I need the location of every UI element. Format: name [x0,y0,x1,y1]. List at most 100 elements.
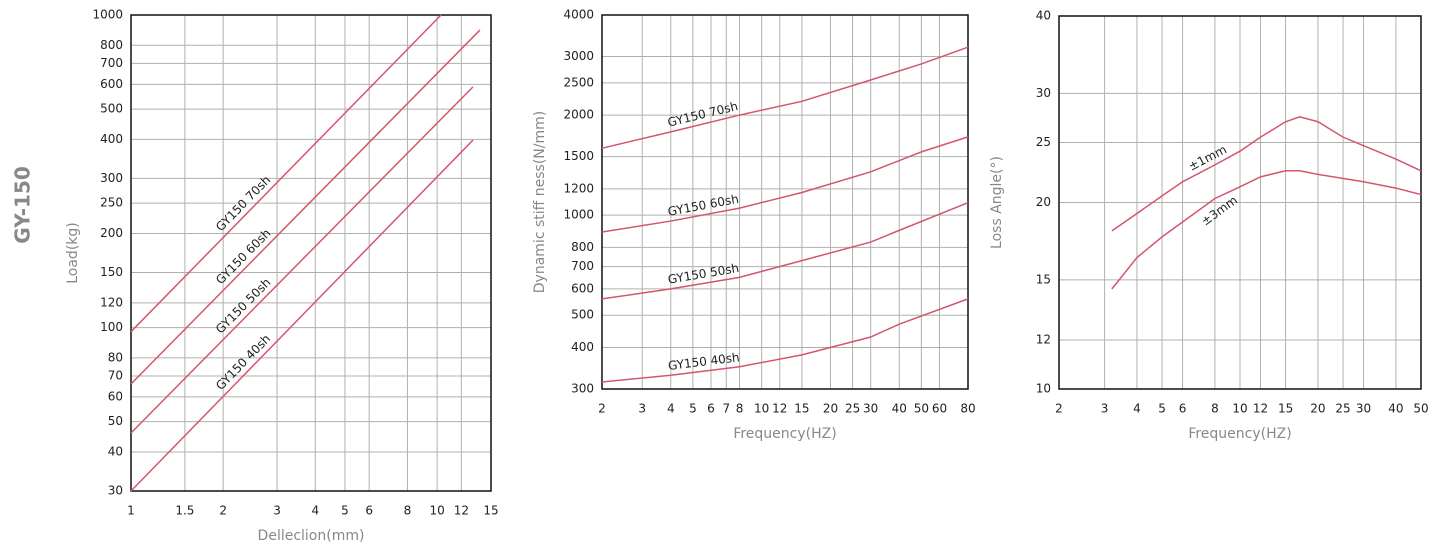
x-tick-label: 4 [667,402,675,416]
x-axis-title: Delleclion(mm) [258,528,365,544]
y-tick-label: 300 [100,171,123,185]
x-tick-label: 30 [1356,402,1371,416]
x-tick-label: 5 [1158,402,1166,416]
x-tick-label: 1 [127,504,135,518]
x-axis-title: Frequency(HZ) [1188,426,1291,442]
x-tick-label: 80 [960,402,975,416]
plot-frame [601,14,969,390]
y-axis-title: Dynamic stiff ness(N/mm) [532,111,548,293]
x-tick-label: 8 [1211,402,1219,416]
x-tick-label: 25 [1335,402,1350,416]
y-axis-title: Load(kg) [65,222,81,284]
line [601,46,969,149]
x-tick-label: 6 [365,504,373,518]
x-tick-label: 2 [1055,402,1063,416]
x-axis-title: Frequency(HZ) [733,426,836,442]
y-tick-label: 60 [108,389,123,403]
y-tick-label: 600 [571,281,594,295]
y-tick-label: 100 [100,320,123,334]
y-tick-label: 500 [571,308,594,322]
line [130,86,474,434]
x-tick-label: 20 [823,402,838,416]
x-tick-label: 6 [1179,402,1187,416]
x-tick-label: 10 [1232,402,1247,416]
x-tick-label: 6 [707,402,715,416]
x-tick-label: 2 [219,504,227,518]
line [130,14,442,333]
y-tick-label: 2000 [563,108,594,122]
line [601,202,969,300]
y-tick-label: 600 [100,77,123,91]
line [130,139,474,492]
y-tick-label: 30 [108,484,123,498]
series-label: ±3mm [1199,193,1240,228]
y-tick-label: 800 [571,240,594,254]
x-tick-label: 2 [598,402,606,416]
line [130,29,481,385]
x-tick-label: 3 [1101,402,1109,416]
x-tick-label: 40 [892,402,907,416]
x-tick-label: 12 [772,402,787,416]
x-tick-label: 15 [794,402,809,416]
y-tick-label: 2500 [563,75,594,89]
y-tick-label: 700 [100,56,123,70]
y-tick-label: 50 [108,414,123,428]
y-tick-label: 500 [100,102,123,116]
y-tick-label: 1000 [92,8,123,22]
y-tick-label: 12 [1036,332,1051,346]
y-tick-label: 200 [100,226,123,240]
y-tick-label: 1000 [563,208,594,222]
x-tick-label: 1.5 [175,504,194,518]
y-tick-label: 80 [108,350,123,364]
x-tick-label: 15 [1278,402,1293,416]
y-tick-label: 20 [1036,195,1051,209]
line [601,298,969,383]
y-tick-label: 25 [1036,135,1051,149]
x-tick-label: 8 [736,402,744,416]
x-tick-label: 3 [638,402,646,416]
plot-frame [130,14,492,492]
y-tick-label: 10 [1036,382,1051,396]
x-tick-label: 4 [1133,402,1141,416]
y-tick-label: 300 [571,382,594,396]
x-tick-label: 15 [483,504,498,518]
y-tick-label: 70 [108,368,123,382]
y-tick-label: 700 [571,259,594,273]
x-tick-label: 8 [404,504,412,518]
series-label: GY150 40sh [667,350,740,373]
y-tick-label: 150 [100,265,123,279]
y-tick-label: 800 [100,38,123,52]
x-tick-label: 10 [754,402,769,416]
x-tick-label: 30 [863,402,878,416]
y-tick-label: 4000 [563,8,594,22]
x-tick-label: 40 [1388,402,1403,416]
y-tick-label: 400 [100,132,123,146]
y-tick-label: 15 [1036,272,1051,286]
x-tick-label: 50 [914,402,929,416]
x-tick-label: 5 [689,402,697,416]
line [601,136,969,233]
y-tick-label: 120 [100,295,123,309]
x-tick-label: 60 [932,402,947,416]
x-tick-label: 50 [1413,402,1428,416]
y-tick-label: 250 [100,196,123,210]
y-tick-label: 3000 [563,49,594,63]
x-tick-label: 10 [429,504,444,518]
plot-frame [1058,15,1422,390]
x-tick-label: 12 [1253,402,1268,416]
x-tick-label: 20 [1310,402,1325,416]
line [1111,170,1422,290]
y-tick-label: 40 [1036,9,1051,23]
line [1111,116,1422,232]
series-label: GY150 70sh [666,99,739,130]
x-tick-label: 5 [341,504,349,518]
y-tick-label: 400 [571,340,594,354]
x-tick-label: 4 [311,504,319,518]
y-tick-label: 1200 [563,181,594,195]
y-tick-label: 30 [1036,86,1051,100]
x-tick-label: 25 [845,402,860,416]
product-label: GY-150 [11,166,35,244]
y-tick-label: 40 [108,444,123,458]
x-tick-label: 12 [454,504,469,518]
